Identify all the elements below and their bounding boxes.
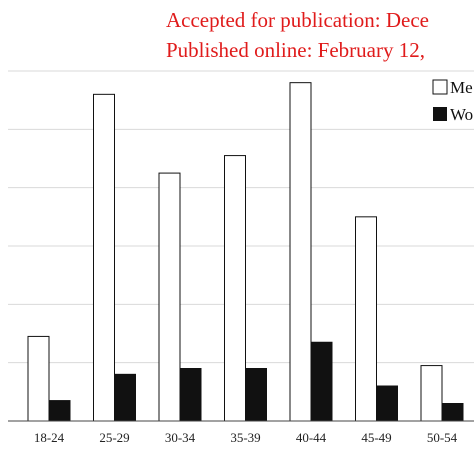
- x-tick-label: 45-49: [361, 430, 391, 445]
- bar-women-50-54: [441, 403, 464, 422]
- publication-online-text: Published online: February 12,: [166, 38, 425, 62]
- bar-men-18-24: [27, 335, 50, 422]
- bar-women-45-49: [376, 385, 398, 422]
- legend-label-men: Me: [450, 78, 473, 97]
- bar-men-50-54: [420, 365, 443, 422]
- bar-women-25-29: [114, 373, 136, 422]
- bar-men-45-49: [355, 216, 377, 422]
- x-tick-label: 50-54: [427, 430, 458, 445]
- bar-men-35-39: [224, 155, 246, 422]
- bar-men-25-29: [93, 93, 115, 422]
- bar-women-35-39: [245, 368, 267, 422]
- legend-label-women: Wo: [450, 105, 473, 124]
- legend-swatch-women: [433, 107, 447, 121]
- bar-men-40-44: [289, 82, 312, 422]
- x-tick-labels: 18-24 25-29 30-34 35-39 40-44 45-49 50-54: [34, 430, 458, 445]
- legend: Me Wo: [432, 78, 473, 124]
- bar-women-18-24: [48, 400, 71, 422]
- bar-men-30-34: [158, 172, 181, 422]
- bar-group: [27, 82, 464, 422]
- x-tick-label: 30-34: [165, 430, 196, 445]
- legend-swatch-men: [432, 79, 448, 95]
- x-tick-label: 18-24: [34, 430, 65, 445]
- x-tick-label: 40-44: [296, 430, 327, 445]
- x-tick-label: 25-29: [99, 430, 129, 445]
- bar-women-40-44: [310, 341, 333, 422]
- bar-women-30-34: [179, 368, 202, 422]
- publication-accepted-text: Accepted for publication: Dece: [166, 8, 429, 32]
- x-tick-label: 35-39: [230, 430, 260, 445]
